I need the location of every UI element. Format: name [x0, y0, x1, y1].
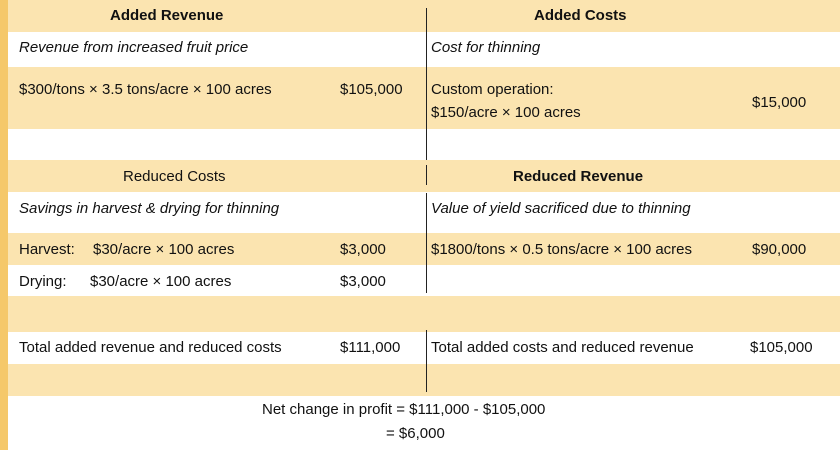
right-total-value: $105,000 [750, 339, 813, 356]
revenue-value: $105,000 [340, 81, 403, 98]
revenue-description: Revenue from increased fruit price [19, 39, 249, 56]
band-spacer-2 [0, 296, 840, 332]
custom-operation-label: Custom operation: [431, 81, 554, 98]
harvest-value: $3,000 [340, 241, 386, 258]
revenue-calculation: $300/tons × 3.5 tons/acre × 100 acres [19, 81, 272, 98]
band-row-1 [0, 67, 840, 101]
harvest-label: Harvest: [19, 241, 75, 258]
reduced-costs-header: Reduced Costs [123, 168, 226, 185]
column-divider [426, 8, 427, 160]
added-costs-header: Added Costs [534, 7, 627, 24]
left-total-label: Total added revenue and reduced costs [19, 339, 282, 356]
cost-description: Cost for thinning [431, 39, 541, 56]
added-revenue-header: Added Revenue [110, 7, 224, 24]
right-total-label: Total added costs and reduced revenue [431, 339, 694, 356]
band-spacer-3 [0, 364, 840, 396]
column-divider [426, 165, 427, 185]
custom-operation-calculation: $150/acre × 100 acres [431, 104, 581, 121]
yield-value: $90,000 [752, 241, 807, 258]
band-row-2 [0, 101, 840, 129]
drying-label: Drying: [19, 273, 67, 290]
drying-value: $3,000 [340, 273, 386, 290]
net-change-line: Net change in profit = $111,000 - $105,0… [262, 401, 546, 418]
yield-description: Value of yield sacrificed due to thinnin… [431, 200, 691, 217]
left-accent-bar [0, 0, 8, 450]
net-change-result: = $6,000 [386, 425, 445, 442]
band-spacer-1 [0, 160, 840, 192]
left-total-value: $111,000 [340, 339, 401, 356]
column-divider [426, 193, 427, 293]
custom-operation-value: $15,000 [752, 94, 807, 111]
yield-calculation: $1800/tons × 0.5 tons/acre × 100 acres [431, 241, 693, 258]
column-divider [426, 330, 427, 392]
savings-description: Savings in harvest & drying for thinning [19, 200, 280, 217]
reduced-revenue-header: Reduced Revenue [513, 168, 644, 185]
header-band-top [0, 0, 840, 32]
harvest-calculation: $30/acre × 100 acres [93, 241, 235, 258]
band-row-3 [0, 233, 840, 265]
drying-calculation: $30/acre × 100 acres [90, 273, 232, 290]
